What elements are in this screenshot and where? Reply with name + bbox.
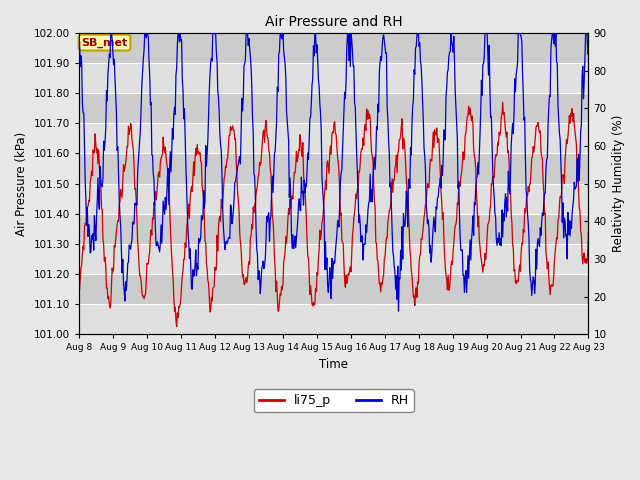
Bar [79, 154, 588, 183]
Text: SB_met: SB_met [81, 37, 127, 48]
X-axis label: Time: Time [319, 358, 348, 371]
Bar [79, 123, 588, 154]
Bar [79, 93, 588, 123]
Title: Air Pressure and RH: Air Pressure and RH [265, 15, 403, 29]
Legend: li75_p, RH: li75_p, RH [253, 389, 414, 412]
Bar [79, 183, 588, 214]
Bar [79, 304, 588, 334]
Bar [79, 274, 588, 304]
Bar [79, 63, 588, 93]
Bar [79, 214, 588, 244]
Bar [79, 244, 588, 274]
Y-axis label: Air Pressure (kPa): Air Pressure (kPa) [15, 132, 28, 236]
Y-axis label: Relativity Humidity (%): Relativity Humidity (%) [612, 115, 625, 252]
Bar [79, 33, 588, 63]
